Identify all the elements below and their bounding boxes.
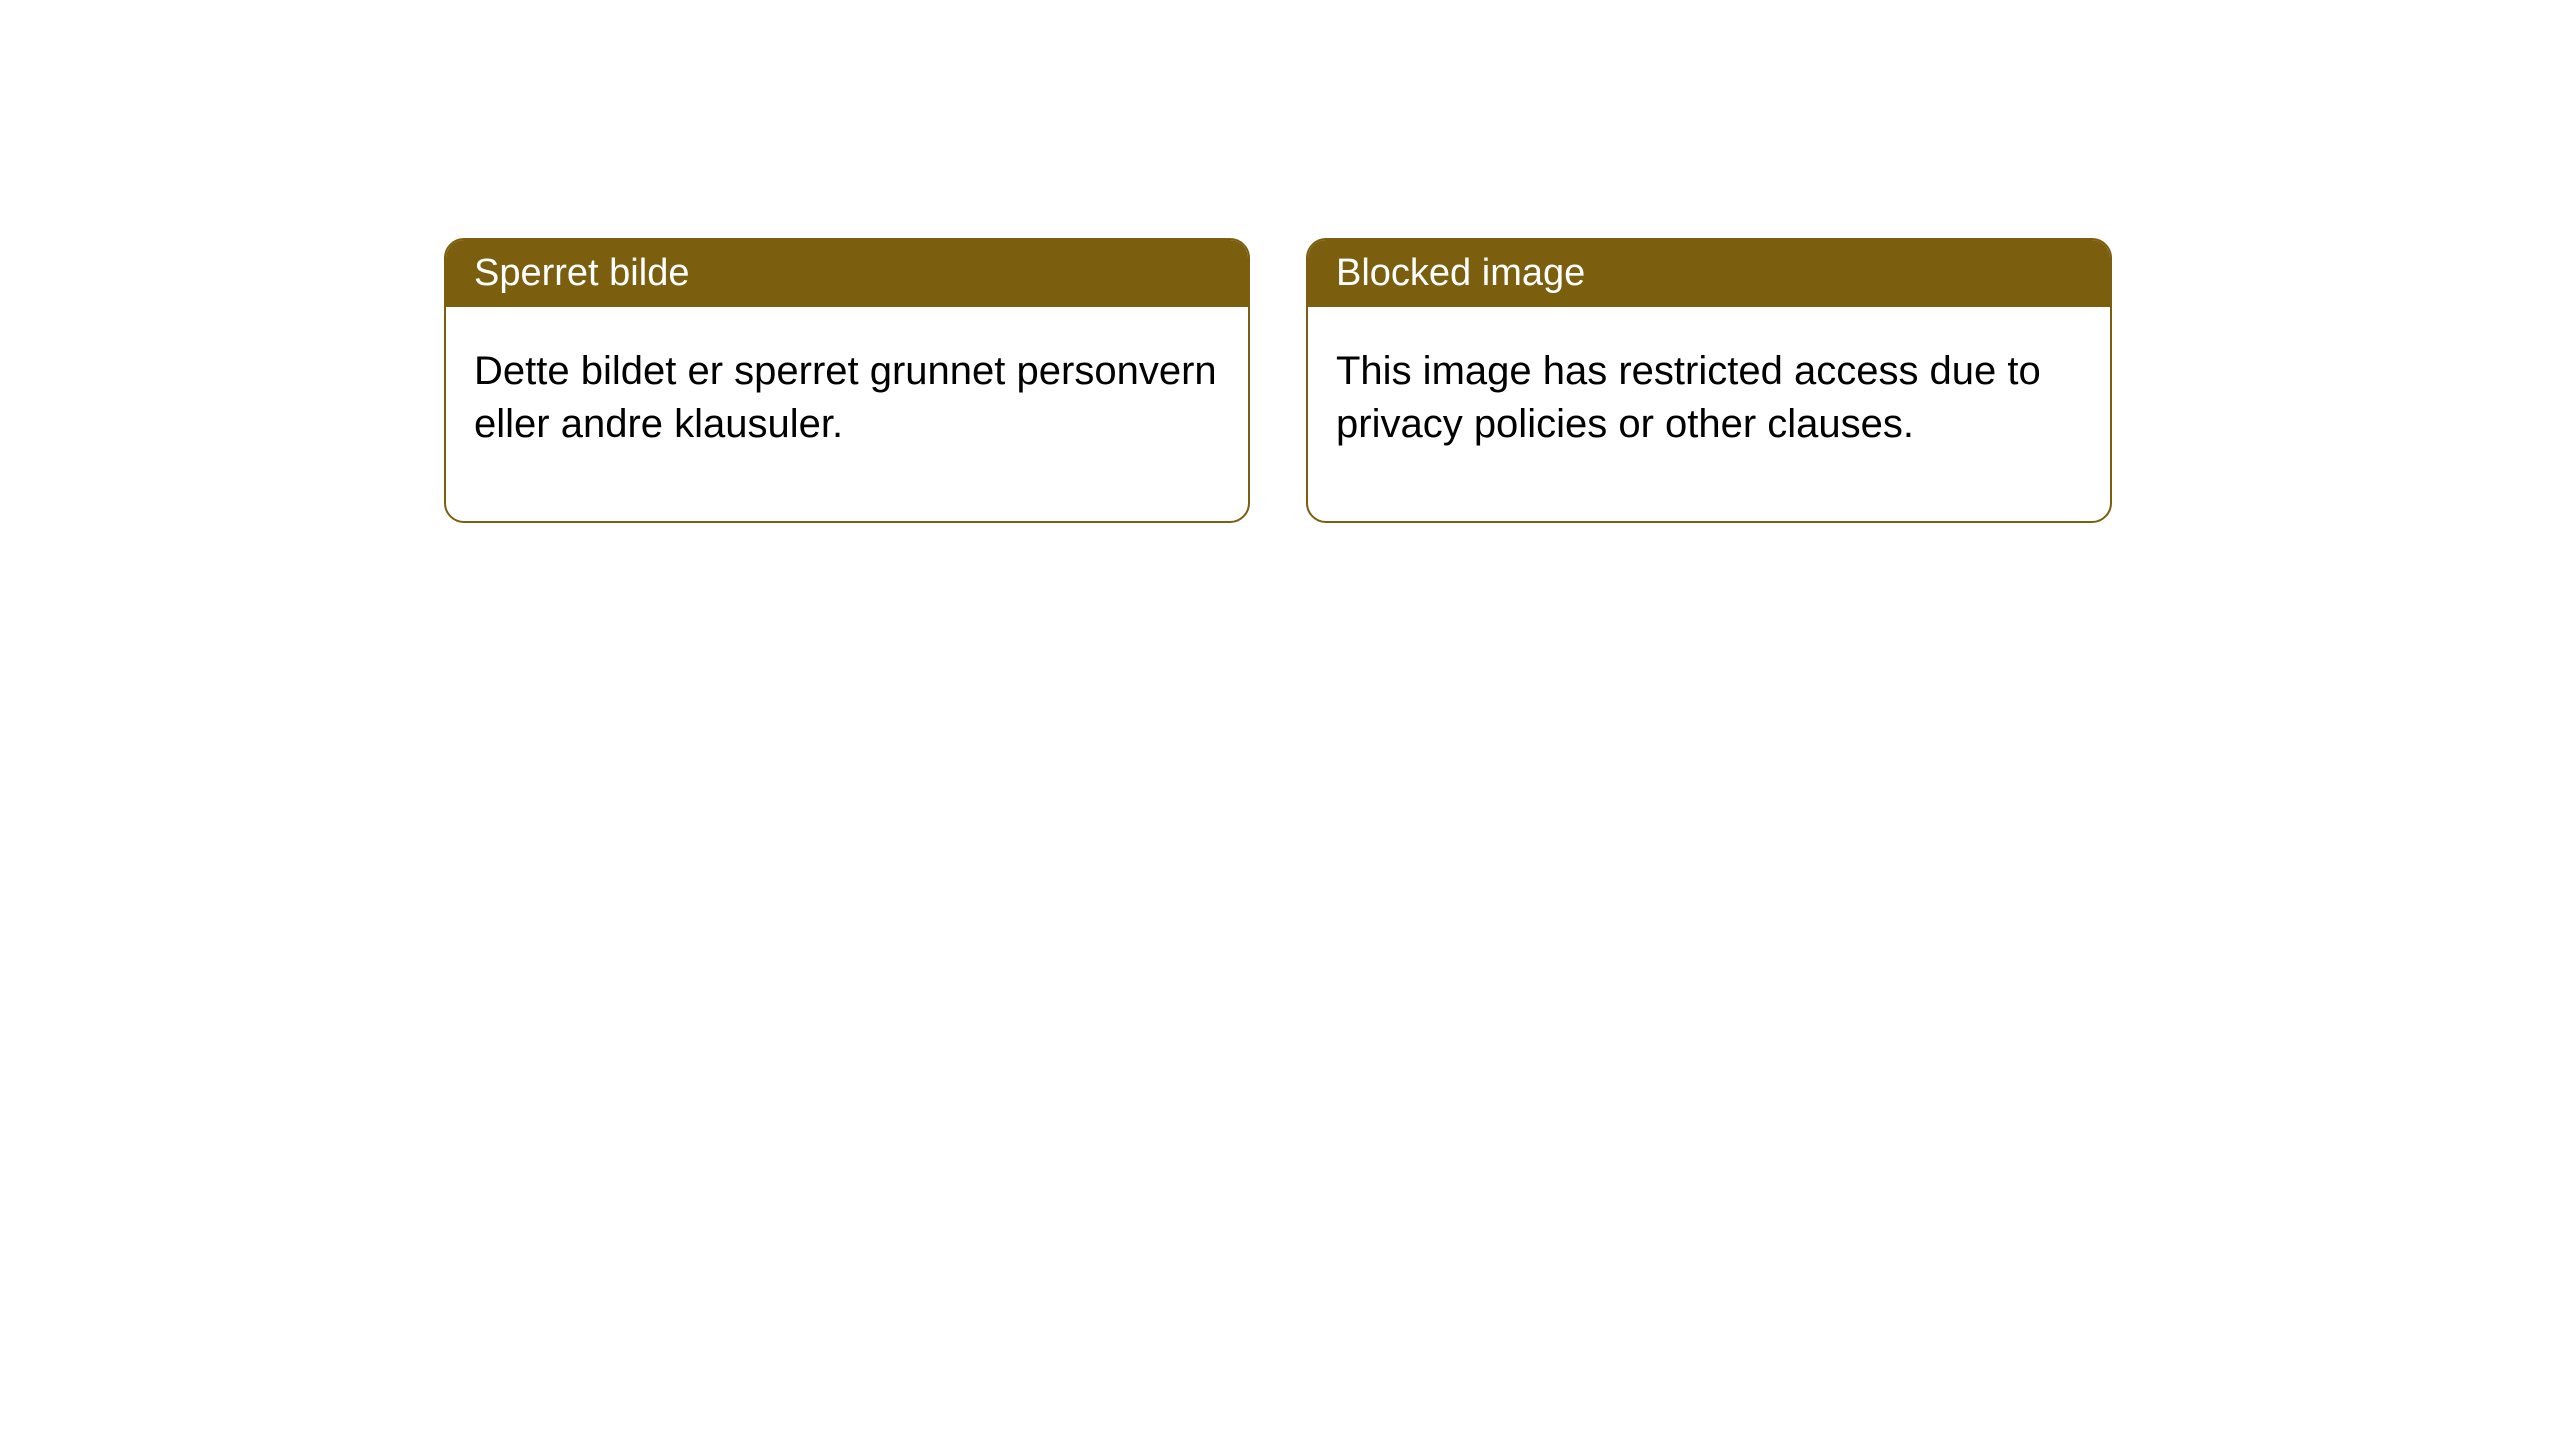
card-body-norwegian: Dette bildet er sperret grunnet personve… — [446, 307, 1248, 521]
card-body-english: This image has restricted access due to … — [1308, 307, 2110, 521]
notice-container: Sperret bilde Dette bildet er sperret gr… — [0, 0, 2560, 523]
card-header-english: Blocked image — [1308, 240, 2110, 307]
notice-card-norwegian: Sperret bilde Dette bildet er sperret gr… — [444, 238, 1250, 523]
card-header-norwegian: Sperret bilde — [446, 240, 1248, 307]
notice-card-english: Blocked image This image has restricted … — [1306, 238, 2112, 523]
